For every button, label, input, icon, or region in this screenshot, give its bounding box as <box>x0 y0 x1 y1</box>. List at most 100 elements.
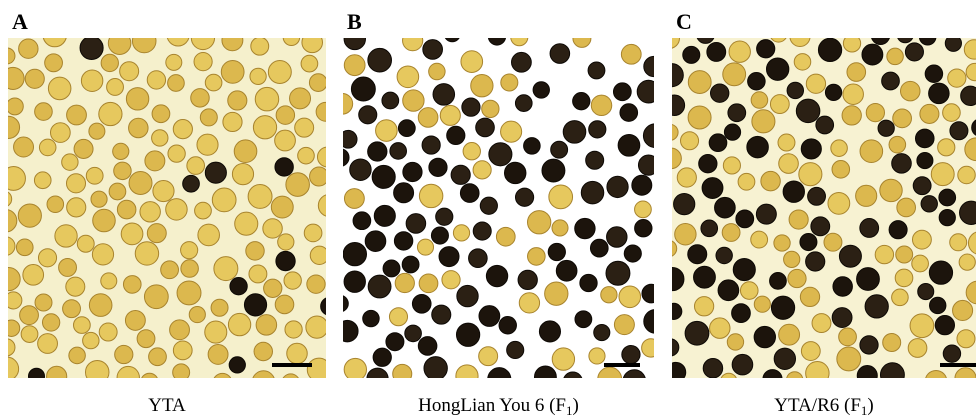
pollen-grain <box>403 90 424 111</box>
pollen-grain <box>132 29 156 53</box>
pollen-grain <box>173 341 192 360</box>
pollen-grain <box>402 256 419 273</box>
pollen-grain <box>89 294 112 317</box>
pollen-grain <box>149 348 167 366</box>
pollen-grain <box>908 339 927 358</box>
pollen-grain <box>488 368 511 391</box>
pollen-grain <box>556 260 577 281</box>
pollen-grain <box>228 91 247 110</box>
pollen-grain <box>440 105 460 125</box>
pollen-grain <box>80 36 103 59</box>
pollen-grain <box>621 44 641 64</box>
pollen-grain <box>528 248 546 266</box>
pollen-grain <box>581 181 603 203</box>
pollen-grain <box>28 368 44 384</box>
pollen-grain <box>594 324 610 340</box>
pollen-grain <box>637 80 660 103</box>
pollen-grain <box>344 55 365 76</box>
panel <box>331 26 667 393</box>
pollen-grain <box>168 75 185 92</box>
pollen-grain <box>19 39 38 58</box>
pollen-grain <box>363 310 379 326</box>
pollen-grain <box>666 362 686 382</box>
pollen-grain <box>460 184 479 203</box>
pollen-grain <box>463 143 480 160</box>
pollen-grain <box>99 323 117 341</box>
panel <box>659 25 976 393</box>
pollen-grain <box>453 225 469 241</box>
pollen-grain <box>786 372 802 388</box>
panel-caption: YTA <box>148 395 186 416</box>
pollen-grain <box>332 295 349 312</box>
pollen-grain <box>113 143 129 159</box>
pollen-grain <box>912 230 931 249</box>
pollen-grain <box>436 208 453 225</box>
pollen-grain <box>573 93 590 110</box>
pollen-grain <box>0 237 15 256</box>
pollen-grain <box>808 187 826 205</box>
pollen-grain <box>249 265 267 283</box>
pollen-grain <box>194 53 212 71</box>
pollen-grain <box>213 373 232 392</box>
pollen-grain <box>875 245 893 263</box>
pollen-grain <box>632 175 652 195</box>
pollen-grain <box>344 358 366 380</box>
pollen-grain <box>703 359 722 378</box>
pollen-grain <box>212 188 236 212</box>
pollen-grain <box>121 223 143 245</box>
pollen-grain <box>0 116 20 138</box>
pollen-grain <box>48 77 71 100</box>
panel-caption: HongLian You 6 (F1) <box>418 395 579 418</box>
pollen-grain <box>147 71 165 89</box>
pollen-grain <box>140 202 160 222</box>
pollen-grain <box>383 260 400 277</box>
pollen-grain <box>374 205 395 226</box>
pollen-grain <box>910 314 934 338</box>
pollen-grain <box>766 58 788 80</box>
pollen-grain <box>344 189 364 209</box>
pollen-grain <box>419 274 438 293</box>
pollen-grain <box>43 23 67 47</box>
pollen-grain <box>833 277 852 296</box>
pollen-grain <box>754 326 775 347</box>
pollen-grain <box>255 87 278 110</box>
pollen-grain <box>208 344 228 364</box>
pollen-grain <box>723 157 740 174</box>
pollen-grain <box>736 210 754 228</box>
pollen-grain <box>141 373 158 390</box>
pollen-grain <box>694 266 716 288</box>
pollen-grain <box>644 310 668 334</box>
pollen-grain <box>812 314 831 333</box>
pollen-grain <box>501 74 518 91</box>
panel-label: B <box>347 9 362 34</box>
pollen-grain <box>710 84 728 102</box>
pollen-grain <box>955 368 976 389</box>
pollen-grain <box>950 234 967 251</box>
pollen-grain <box>25 69 44 88</box>
pollen-grain <box>883 334 901 352</box>
pollen-grain <box>423 40 443 60</box>
pollen-grain <box>919 28 936 45</box>
pollen-grain <box>480 197 497 214</box>
pollen-grain <box>694 297 713 316</box>
pollen-grain <box>930 297 946 313</box>
pollen-grain <box>642 339 660 357</box>
pollen-grain <box>298 147 315 164</box>
pollen-grain <box>2 67 24 89</box>
pollen-grain <box>789 210 808 229</box>
pollen-grain <box>674 193 695 214</box>
pollen-grain <box>337 320 358 341</box>
pollen-grain <box>317 147 337 167</box>
pollen-grain <box>183 175 200 192</box>
pollen-grain <box>101 273 117 289</box>
pollen-grain <box>624 245 641 262</box>
pollen-grain <box>92 244 113 265</box>
pollen-grain <box>774 235 790 251</box>
pollen-grain <box>831 140 848 157</box>
pollen-grain <box>191 26 214 49</box>
pollen-grain <box>866 103 884 121</box>
scale-bar <box>272 363 312 367</box>
panel <box>0 23 341 393</box>
pollen-grain <box>47 366 67 386</box>
pollen-grain <box>69 347 86 364</box>
